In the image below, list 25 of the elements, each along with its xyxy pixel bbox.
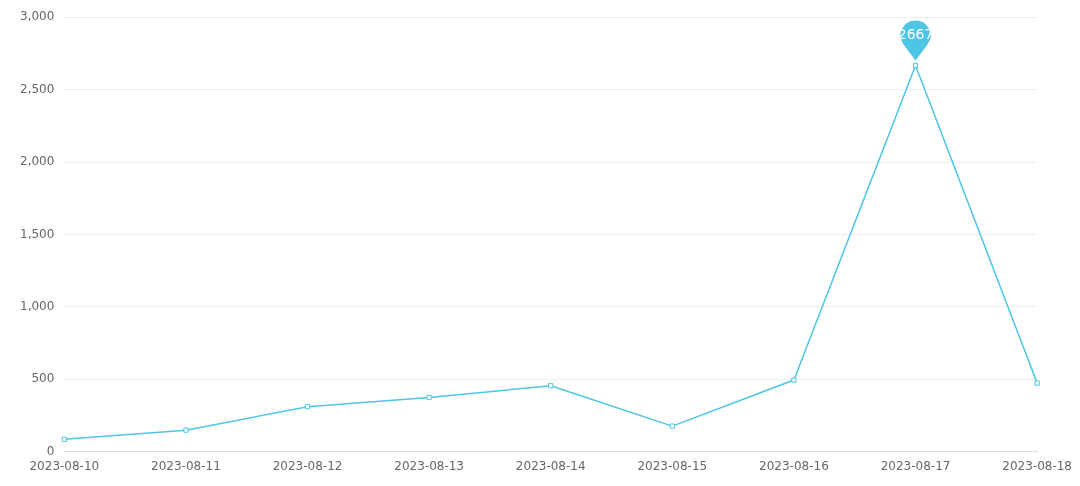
x-tick-label: 2023-08-13: [394, 458, 465, 473]
point: [61, 436, 67, 442]
y-tick-label: 2,500: [19, 81, 55, 96]
x-tick-label: 2023-08-16: [759, 458, 829, 473]
point: [548, 383, 554, 389]
x-tick-label: 2023-08-10: [29, 458, 100, 473]
y-tick-label: 500: [31, 371, 55, 386]
point: [791, 377, 797, 383]
y-tick-label: 1,500: [19, 226, 55, 241]
y-tick-label: 3,000: [19, 9, 55, 24]
x-tick-label: 2023-08-11: [151, 458, 221, 473]
point: [669, 423, 675, 429]
y-tick-label: 0: [46, 443, 55, 458]
x-tick-label: 2023-08-15: [637, 458, 708, 473]
x-tick-label: 2023-08-17: [880, 458, 951, 473]
x-tick-label: 2023-08-12: [272, 458, 343, 473]
x-tick-label: 2023-08-18: [1002, 458, 1073, 473]
y-tick-label: 1,000: [19, 298, 55, 313]
point: [912, 62, 919, 69]
point: [183, 427, 189, 433]
point: [426, 394, 432, 401]
x-tick-label: 2023-08-14: [515, 458, 586, 473]
point: [1034, 380, 1040, 386]
point: [304, 404, 311, 410]
y-tick-label: 2,000: [19, 154, 55, 169]
